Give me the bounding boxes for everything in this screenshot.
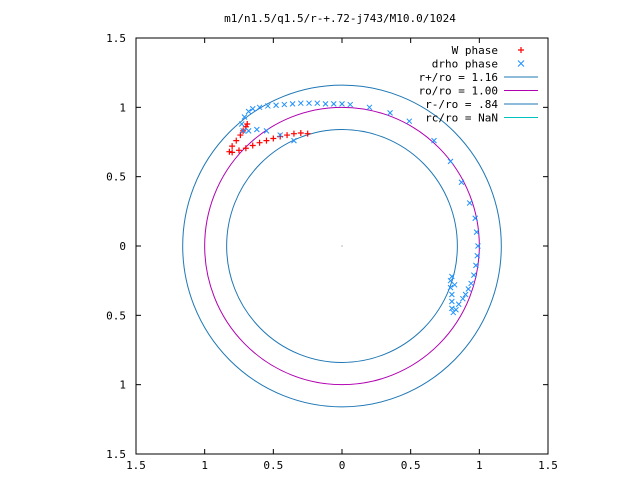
y-tick-label: 0.5 [106, 171, 126, 184]
drho-phase-point [468, 280, 474, 287]
drho-phase-point [253, 126, 260, 133]
drho-phase-point [330, 101, 337, 107]
drho-phase-point [366, 104, 373, 111]
w-phase-point [244, 120, 251, 127]
drho-phase-point [314, 100, 321, 107]
legend-label: r+/ro = 1.16 [419, 71, 498, 84]
w-phase-point [249, 142, 256, 149]
legend-label: rc/ro = NaN [425, 112, 498, 125]
x-tick-label: 0 [339, 459, 346, 472]
drho-phase-point [449, 273, 455, 280]
drho-phase-point [473, 229, 480, 235]
y-tick-label: 0.5 [106, 309, 126, 322]
legend-marker [518, 47, 524, 53]
drho-phase-point [475, 243, 481, 249]
drho-phase-point [431, 137, 437, 144]
drho-phase-point [273, 102, 279, 109]
circle-series-2 [182, 84, 502, 408]
drho-phase-point [470, 272, 477, 278]
w-phase-point [229, 149, 236, 156]
drho-phase-point [449, 298, 455, 305]
drho-phase-point [458, 179, 465, 186]
x-tick-label: 1 [476, 459, 483, 472]
drho-phase-point [473, 262, 479, 269]
w-phase-point [236, 147, 242, 154]
drho-phase-point [240, 128, 246, 134]
y-tick-label: 1 [119, 101, 126, 114]
legend-marker [517, 60, 525, 67]
drho-phase-point [264, 103, 271, 109]
drho-phase-point [472, 215, 479, 222]
w-phase-point [233, 137, 240, 144]
drho-phase-point [459, 295, 466, 302]
plot-area [182, 84, 502, 408]
drho-phase-point [450, 309, 457, 316]
origin-dot [341, 245, 343, 247]
drho-phase-point [465, 286, 472, 292]
drho-phase-point [263, 128, 270, 134]
y-tick-label: 1 [119, 379, 126, 392]
legend-label: r-/ro = .84 [425, 98, 498, 111]
circle-series-3 [204, 106, 480, 386]
drho-phase-point [451, 281, 458, 288]
drho-phase-point [474, 252, 481, 259]
drho-phase-point [322, 101, 329, 107]
x-tick-label: 1 [201, 459, 208, 472]
drho-phase-point [277, 132, 284, 138]
w-phase-point [304, 130, 311, 137]
w-phase-point [229, 143, 236, 150]
w-phase-point [226, 148, 233, 155]
w-phase-point [290, 130, 297, 137]
w-phase-point [263, 137, 270, 144]
drho-phase-point [249, 105, 256, 112]
y-tick-label: 1.5 [106, 32, 126, 45]
drho-phase-point [241, 114, 248, 120]
drho-phase-point [455, 301, 462, 308]
y-tick-label: 0 [119, 240, 126, 253]
drho-phase-point [347, 101, 354, 108]
drho-phase-point [387, 110, 393, 116]
drho-phase-point [339, 101, 345, 107]
circle-series-4 [226, 129, 458, 363]
w-phase-point [284, 132, 291, 139]
drho-phase-point [291, 137, 297, 144]
w-phase-point [256, 139, 263, 146]
w-phase-point [242, 145, 249, 152]
drho-phase-point [447, 158, 454, 165]
w-phase-point [270, 135, 277, 142]
drho-phase-point [449, 291, 455, 298]
drho-phase-point [256, 104, 263, 111]
drho-phase-point [238, 121, 245, 127]
drho-phase-point [447, 284, 454, 291]
x-tick-label: 1.5 [126, 459, 146, 472]
drho-phase-point [245, 108, 252, 115]
legend-label: W phase [452, 44, 498, 57]
drho-phase-point [462, 291, 469, 298]
drho-phase-point [466, 200, 473, 206]
chart-title: m1/n1.5/q1.5/r-+.72-j743/M10.0/1024 [224, 12, 456, 25]
drho-phase-point [281, 101, 288, 108]
drho-phase-point [306, 100, 312, 107]
x-tick-label: 0.5 [401, 459, 421, 472]
x-tick-label: 1.5 [538, 459, 558, 472]
legend-label: ro/ro = 1.00 [419, 85, 498, 98]
drho-phase-point [245, 128, 252, 134]
drho-phase-point [289, 101, 296, 107]
drho-phase-point [406, 118, 413, 125]
drho-phase-point [297, 100, 304, 107]
legend-label: drho phase [432, 58, 498, 71]
w-phase-point [297, 129, 304, 136]
w-phase-point [277, 133, 284, 140]
y-tick-label: 1.5 [106, 448, 126, 461]
drho-phase-point [449, 305, 455, 312]
axis-ticks: 1.5 1 0.5 0 0.5 1 1.51.510.500.511.5 [106, 32, 558, 472]
x-tick-label: 0.5 [263, 459, 283, 472]
